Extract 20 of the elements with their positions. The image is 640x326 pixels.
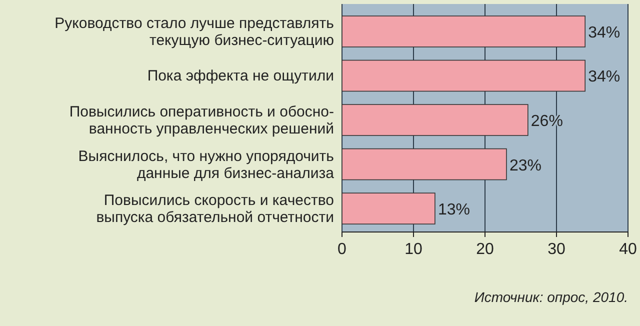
x-tick-label: 40 (619, 241, 637, 258)
bar (342, 60, 586, 92)
text: Источник: опрос, 2010. (474, 289, 628, 305)
data-label: 34% (588, 24, 620, 42)
bar (342, 104, 528, 136)
x-tick-label: 0 (338, 241, 347, 258)
y-tick-label: Повысились скорость и качество выпуска обязательной отчетности (96, 192, 334, 226)
bar (342, 192, 436, 224)
x-tick-label: 10 (404, 241, 422, 258)
data-label: 23% (509, 157, 542, 174)
data-label: 13% (438, 202, 470, 219)
x-tick-label: 20 (476, 241, 494, 258)
bar (342, 16, 586, 48)
x-tick-label: 30 (548, 241, 566, 258)
y-tick-label: Выяснилось, что нужно упорядочить данные для бизнес-анализа (78, 148, 335, 182)
y-tick-label: Пока эффекта не ощутили (147, 68, 334, 85)
data-label: 34% (588, 68, 620, 86)
bar (342, 148, 507, 180)
y-tick-label: Повысились оперативность и обосно- ванность управленческих решений (69, 104, 334, 138)
y-tick-label: Руководство стало лучше представлять текущую бизнес-ситуацию (54, 14, 334, 49)
